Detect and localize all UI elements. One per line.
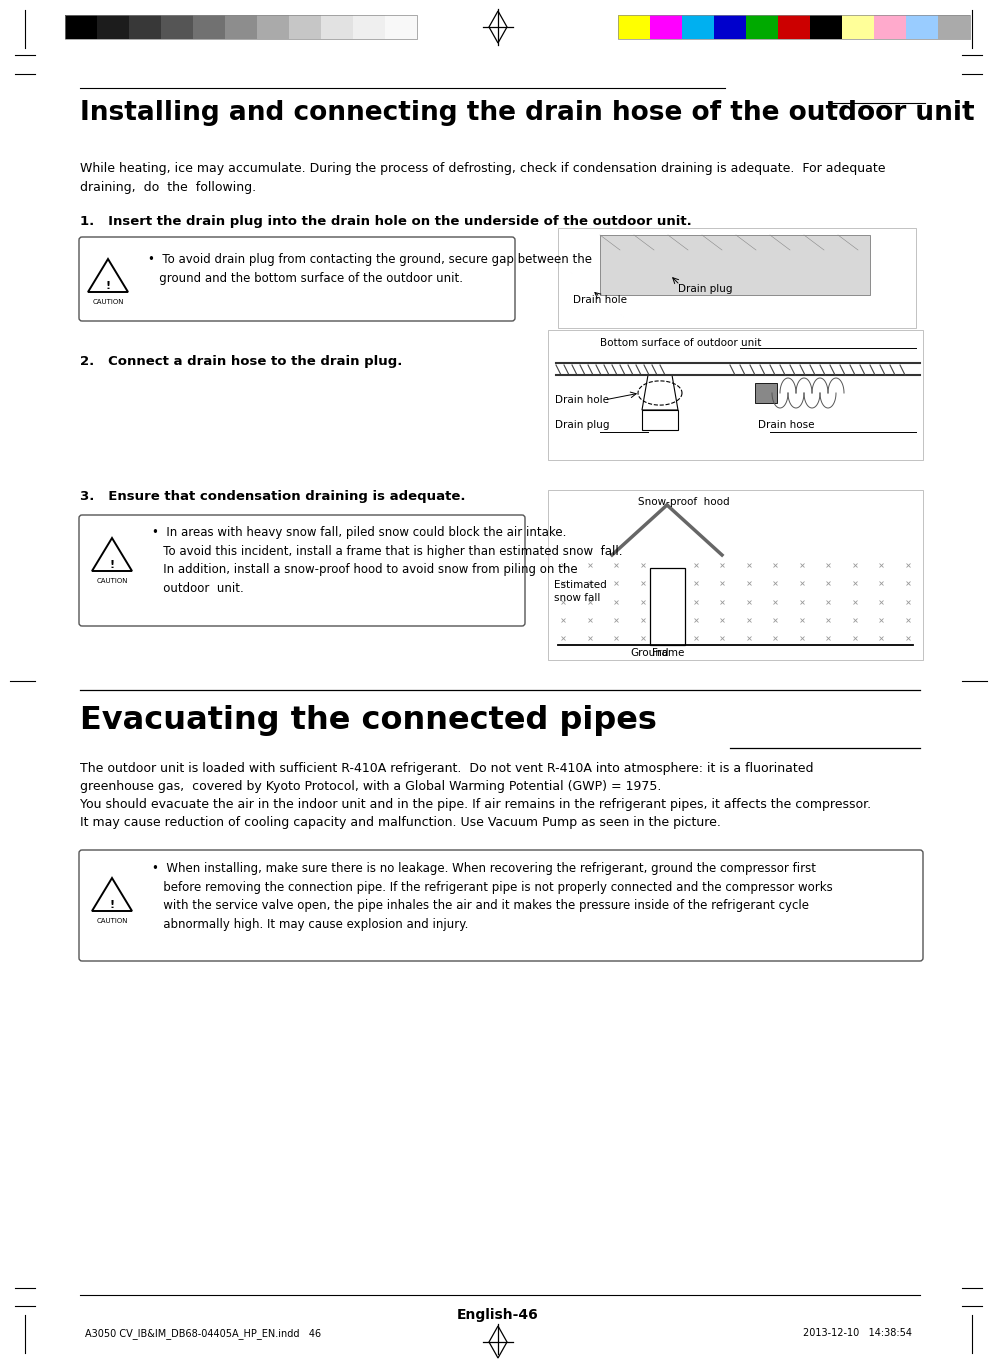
Bar xyxy=(618,15,650,39)
Bar xyxy=(642,410,678,430)
Bar xyxy=(618,15,970,39)
Bar xyxy=(129,15,161,39)
Text: Drain plug: Drain plug xyxy=(555,421,609,430)
Bar xyxy=(225,15,257,39)
Text: !: ! xyxy=(110,900,115,911)
Text: •  To avoid drain plug from contacting the ground, secure gap between the
   gro: • To avoid drain plug from contacting th… xyxy=(148,253,592,284)
Text: Drain hole: Drain hole xyxy=(555,395,609,406)
Bar xyxy=(321,15,353,39)
Text: Drain plug: Drain plug xyxy=(678,284,733,294)
Text: CAUTION: CAUTION xyxy=(97,578,128,584)
Text: A3050 CV_IB&IM_DB68-04405A_HP_EN.indd   46: A3050 CV_IB&IM_DB68-04405A_HP_EN.indd 46 xyxy=(85,1328,321,1339)
Bar xyxy=(650,15,682,39)
Text: Ground: Ground xyxy=(630,648,669,657)
FancyBboxPatch shape xyxy=(79,514,525,626)
Text: snow fall: snow fall xyxy=(554,593,600,603)
Text: Frame: Frame xyxy=(652,648,684,657)
Bar xyxy=(65,15,97,39)
Text: Snow-proof  hood: Snow-proof hood xyxy=(638,497,730,508)
Bar xyxy=(289,15,321,39)
Bar xyxy=(257,15,289,39)
Bar xyxy=(548,490,923,660)
Text: CAUTION: CAUTION xyxy=(93,299,124,305)
Text: •  When installing, make sure there is no leakage. When recovering the refrigera: • When installing, make sure there is no… xyxy=(152,862,832,931)
Text: !: ! xyxy=(106,280,111,291)
FancyBboxPatch shape xyxy=(79,851,923,961)
Bar xyxy=(548,329,923,460)
Bar xyxy=(778,15,810,39)
Text: !: ! xyxy=(110,559,115,570)
Text: 1.   Insert the drain plug into the drain hole on the underside of the outdoor u: 1. Insert the drain plug into the drain … xyxy=(80,215,692,229)
Text: Drain hole: Drain hole xyxy=(573,295,627,305)
Bar xyxy=(65,15,417,39)
Polygon shape xyxy=(642,376,678,410)
Text: Drain hose: Drain hose xyxy=(758,421,815,430)
Text: 2013-12-10   14:38:54: 2013-12-10 14:38:54 xyxy=(803,1328,912,1338)
Text: While heating, ice may accumulate. During the process of defrosting, check if co: While heating, ice may accumulate. Durin… xyxy=(80,162,885,193)
Bar xyxy=(650,568,685,645)
Bar xyxy=(810,15,842,39)
FancyBboxPatch shape xyxy=(79,237,515,321)
Text: Installing and connecting the drain hose of the outdoor unit: Installing and connecting the drain hose… xyxy=(80,99,975,127)
Bar xyxy=(385,15,417,39)
Text: CAUTION: CAUTION xyxy=(97,919,128,924)
Text: 3.   Ensure that condensation draining is adequate.: 3. Ensure that condensation draining is … xyxy=(80,490,466,504)
Bar xyxy=(842,15,874,39)
Text: The outdoor unit is loaded with sufficient R-410A refrigerant.  Do not vent R-41: The outdoor unit is loaded with sufficie… xyxy=(80,762,871,829)
Bar xyxy=(906,15,938,39)
Bar xyxy=(353,15,385,39)
Bar xyxy=(746,15,778,39)
Bar xyxy=(755,382,777,403)
Bar xyxy=(97,15,129,39)
Text: English-46: English-46 xyxy=(458,1308,538,1322)
Text: Estimated: Estimated xyxy=(554,580,607,591)
Bar xyxy=(682,15,714,39)
Bar xyxy=(193,15,225,39)
Bar xyxy=(600,235,870,295)
Text: •  In areas with heavy snow fall, piled snow could block the air intake.
   To a: • In areas with heavy snow fall, piled s… xyxy=(152,525,622,595)
Bar xyxy=(714,15,746,39)
Bar xyxy=(874,15,906,39)
Bar xyxy=(558,229,916,328)
Text: 2.   Connect a drain hose to the drain plug.: 2. Connect a drain hose to the drain plu… xyxy=(80,355,403,367)
Bar xyxy=(938,15,970,39)
Text: Evacuating the connected pipes: Evacuating the connected pipes xyxy=(80,705,657,736)
Text: Bottom surface of outdoor unit: Bottom surface of outdoor unit xyxy=(600,338,762,348)
Bar xyxy=(161,15,193,39)
